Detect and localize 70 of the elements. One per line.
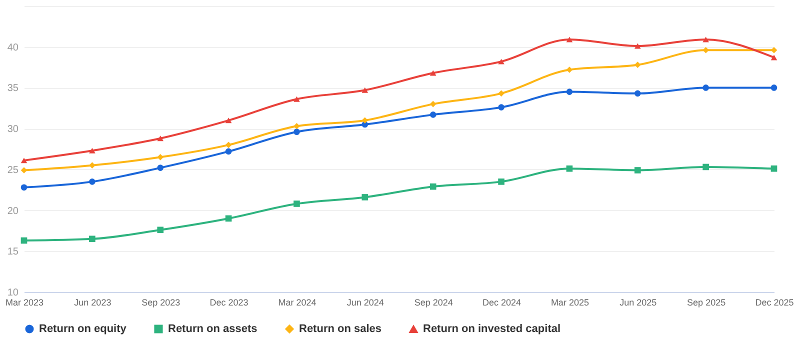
point — [566, 88, 573, 95]
point — [225, 148, 232, 155]
y-tick-label: 15 — [7, 246, 19, 258]
point — [770, 84, 778, 91]
point — [225, 215, 232, 222]
point — [362, 87, 368, 93]
x-tick-label: Jun 2023 — [74, 298, 112, 308]
point — [89, 236, 96, 242]
point — [20, 237, 28, 244]
x-tick-label: Mar 2025 — [550, 298, 589, 308]
point — [634, 90, 641, 97]
point — [157, 226, 164, 234]
point — [566, 165, 573, 172]
point — [157, 164, 164, 171]
point — [498, 178, 504, 185]
point — [634, 62, 641, 68]
point — [294, 128, 300, 135]
point — [702, 46, 709, 54]
point — [702, 36, 709, 42]
x-tick-label: Sep 2023 — [142, 298, 180, 308]
point — [157, 154, 164, 160]
point — [362, 194, 368, 200]
y-tick-label: 20 — [7, 206, 19, 217]
legend-label: Return on sales — [299, 322, 382, 335]
point — [430, 70, 436, 76]
point — [430, 183, 436, 190]
point — [89, 162, 96, 169]
y-tick-label: 40 — [7, 42, 19, 54]
x-tick-label: Mar 2023 — [5, 298, 44, 308]
legend-label: Return on invested capital — [423, 323, 561, 336]
point — [20, 167, 28, 174]
point — [770, 165, 778, 172]
legend-label: Return on assets — [168, 322, 258, 335]
y-tick-label: 35 — [7, 83, 19, 94]
point — [702, 164, 709, 170]
y-tick-label: 25 — [7, 164, 19, 176]
x-tick-label: Sep 2025 — [687, 298, 726, 308]
point — [294, 122, 300, 130]
y-tick-label: 10 — [7, 288, 19, 298]
point — [20, 158, 28, 164]
point — [566, 36, 573, 42]
point — [225, 142, 232, 148]
point — [634, 167, 641, 174]
y-tick-label: 30 — [7, 124, 19, 136]
x-tick-label: Mar 2024 — [278, 298, 316, 308]
point — [498, 104, 504, 110]
point — [89, 178, 96, 185]
point — [362, 117, 368, 124]
point — [294, 200, 300, 207]
point — [20, 184, 28, 191]
point — [225, 118, 232, 124]
point — [702, 84, 709, 91]
legend-label: Return on equity — [39, 322, 128, 335]
point — [498, 90, 504, 97]
point — [157, 136, 164, 142]
point — [430, 112, 436, 118]
point — [634, 43, 641, 49]
point — [89, 148, 96, 154]
x-tick-label: Dec 2024 — [482, 298, 522, 308]
point — [770, 46, 778, 54]
x-tick-label: Sep 2024 — [414, 298, 453, 308]
point — [294, 96, 300, 102]
x-tick-label: Dec 2023 — [210, 298, 248, 308]
x-tick-label: Jun 2024 — [346, 298, 384, 308]
point — [430, 100, 436, 108]
point — [566, 66, 573, 73]
x-tick-label: Jun 2025 — [620, 298, 657, 308]
x-tick-label: Dec 2025 — [755, 298, 794, 308]
point — [770, 54, 778, 60]
point — [498, 58, 504, 64]
